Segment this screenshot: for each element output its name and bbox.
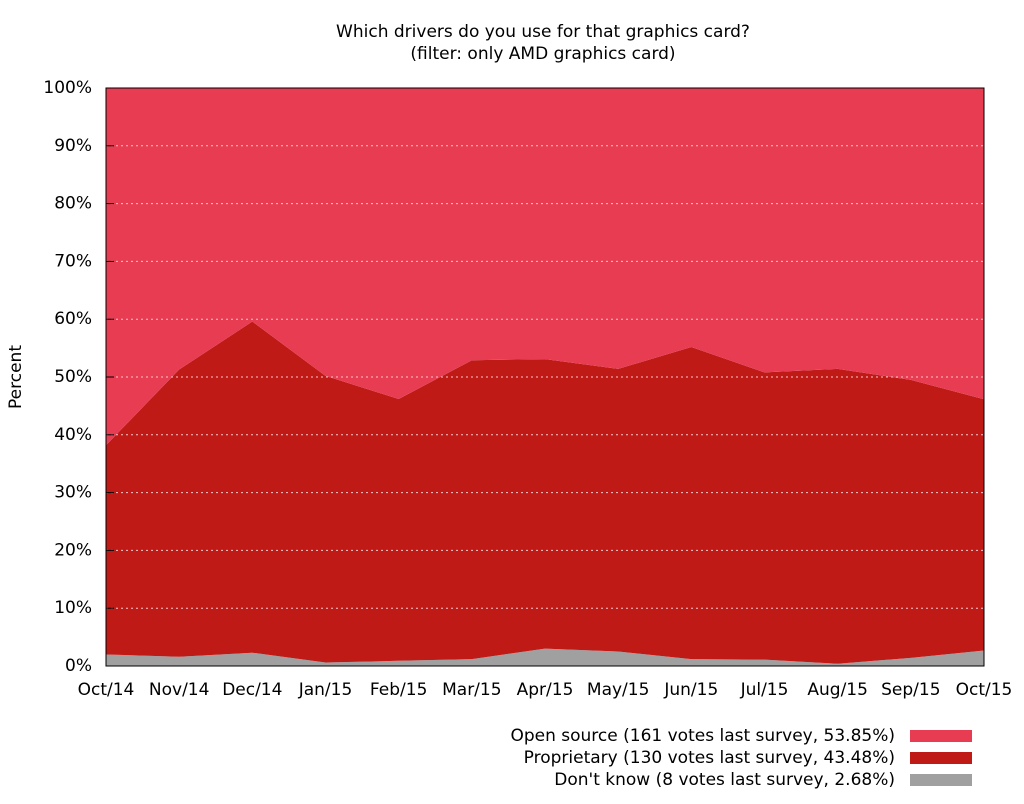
area — [106, 87, 984, 446]
y-tick-label: 70% — [54, 251, 92, 271]
chart-title: Which drivers do you use for that graphi… — [336, 22, 750, 42]
legend-label: Proprietary (130 votes last survey, 43.4… — [524, 748, 895, 768]
x-tick-label: Oct/14 — [78, 680, 135, 700]
x-tick-label: Jan/15 — [298, 680, 353, 700]
y-tick-label: 80% — [54, 194, 92, 214]
x-tick-label: Aug/15 — [807, 680, 868, 700]
x-tick-label: Oct/15 — [956, 680, 1013, 700]
y-tick-label: 100% — [43, 78, 92, 98]
y-axis-label: Percent — [6, 345, 26, 409]
legend-swatch — [910, 730, 972, 742]
chart-subtitle: (filter: only AMD graphics card) — [410, 44, 675, 64]
y-tick-label: 30% — [54, 483, 92, 503]
y-tick-label: 60% — [54, 309, 92, 329]
y-tick-label: 90% — [54, 136, 92, 156]
x-tick-label: Sep/15 — [881, 680, 940, 700]
x-tick-label: Dec/14 — [222, 680, 282, 700]
x-tick-label: Jul/15 — [740, 680, 789, 700]
x-tick-label: Apr/15 — [517, 680, 574, 700]
y-tick-label: 10% — [54, 598, 92, 618]
legend-swatch — [910, 774, 972, 786]
legend-swatch — [910, 752, 972, 764]
y-tick-label: 40% — [54, 425, 92, 445]
legend-label: Open source (161 votes last survey, 53.8… — [510, 726, 895, 746]
legend-label: Don't know (8 votes last survey, 2.68%) — [554, 770, 895, 790]
x-tick-label: Mar/15 — [442, 680, 501, 700]
plot-border — [105, 87, 985, 667]
area — [106, 648, 984, 666]
x-tick-label: Nov/14 — [149, 680, 210, 700]
x-tick-label: Jun/15 — [663, 680, 718, 700]
x-tick-label: Feb/15 — [370, 680, 427, 700]
y-tick-label: 20% — [54, 540, 92, 560]
y-tick-label: 50% — [54, 367, 92, 387]
x-tick-label: May/15 — [587, 680, 650, 700]
y-tick-label: 0% — [65, 656, 92, 676]
area — [106, 321, 984, 664]
